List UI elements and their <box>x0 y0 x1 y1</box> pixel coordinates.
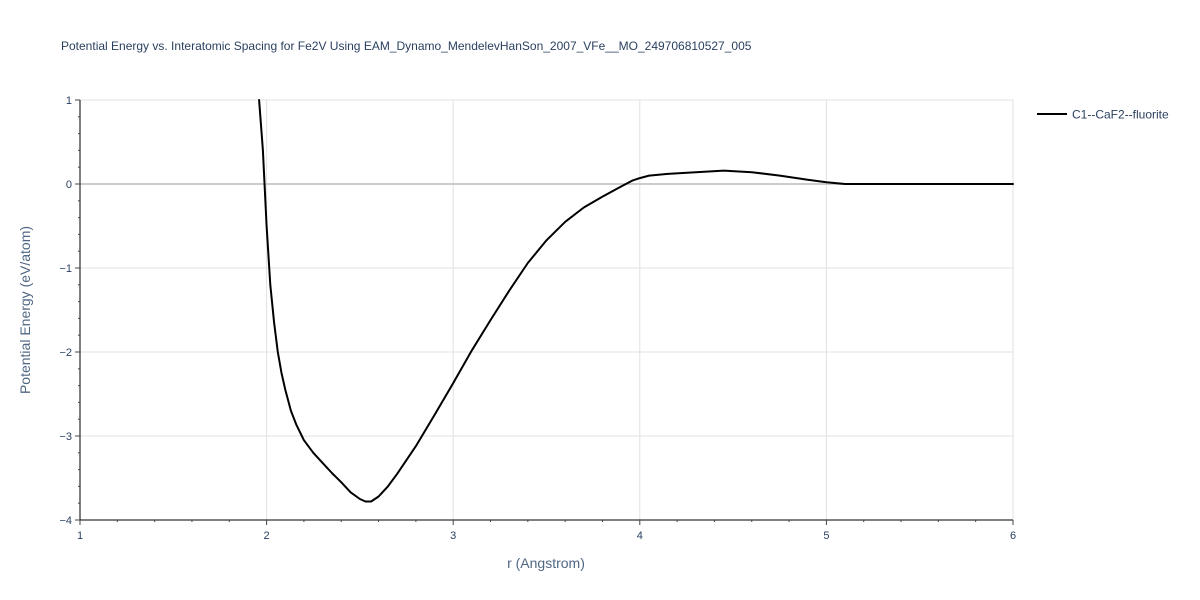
y-axis-ticks: −4 −3 −2 −1 0 1 <box>59 95 80 527</box>
chart-title: Potential Energy vs. Interatomic Spacing… <box>61 39 752 53</box>
x-axis-ticks: 1 2 3 4 5 6 <box>77 520 1016 542</box>
x-tick-label: 3 <box>450 530 456 542</box>
x-tick-label: 5 <box>823 530 829 542</box>
grid <box>80 99 1014 520</box>
y-tick-label: −4 <box>59 515 72 527</box>
legend-item-label: C1--CaF2--fluorite <box>1072 108 1169 122</box>
y-tick-label: −3 <box>59 431 72 443</box>
y-axis-title: Potential Energy (eV/atom) <box>17 226 33 394</box>
series-lines <box>258 99 1014 503</box>
axes <box>79 100 1013 521</box>
y-tick-label: −2 <box>59 347 72 359</box>
y-tick-label: 1 <box>66 95 72 107</box>
y-tick-label: 0 <box>66 179 72 191</box>
y-tick-label: −1 <box>59 263 72 275</box>
x-tick-label: 6 <box>1010 530 1016 542</box>
legend[interactable]: C1--CaF2--fluorite <box>1037 108 1169 122</box>
x-tick-label: 4 <box>637 530 643 542</box>
x-axis-title: r (Angstrom) <box>507 555 585 571</box>
x-tick-label: 2 <box>264 530 270 542</box>
x-tick-label: 1 <box>77 530 83 542</box>
series-line <box>258 99 1014 503</box>
